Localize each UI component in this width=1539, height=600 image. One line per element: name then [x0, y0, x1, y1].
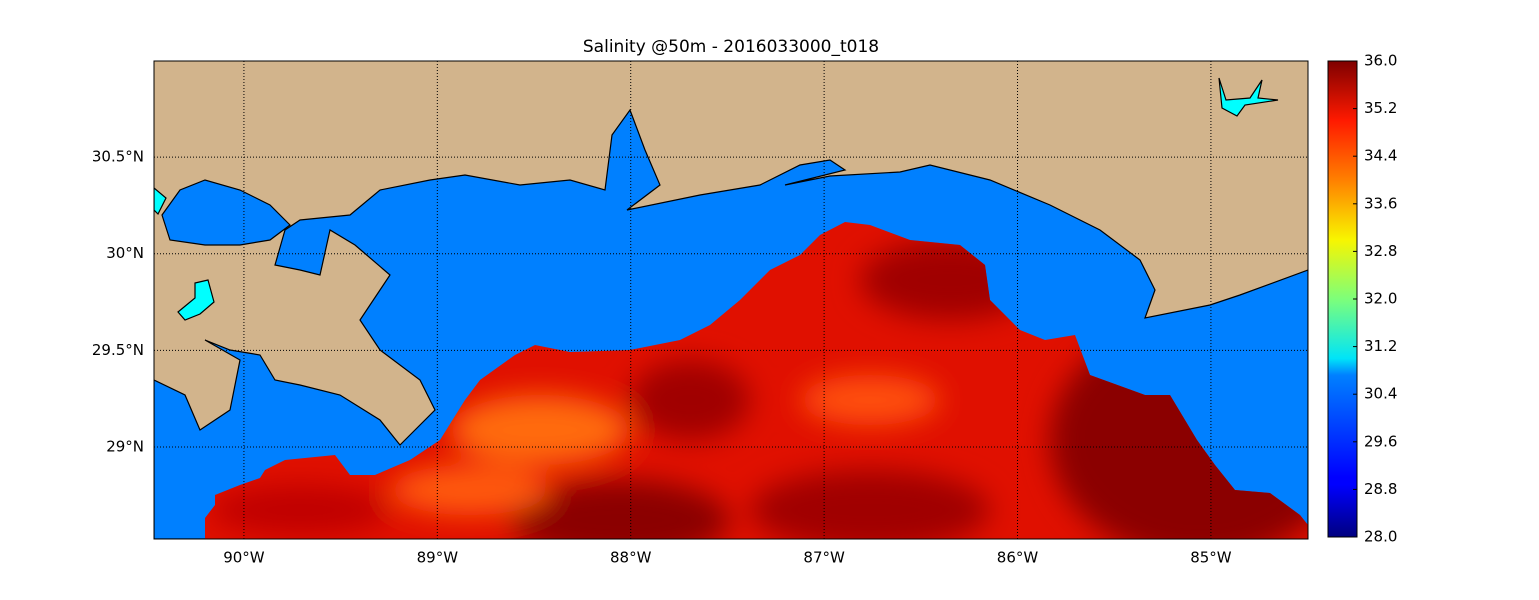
- map-body: [154, 61, 1308, 539]
- colorbar-tick-label: 29.6: [1364, 432, 1397, 450]
- salinity-patch: [510, 480, 730, 539]
- salinity-patch: [630, 360, 750, 440]
- x-tick-label: 85°W: [1190, 549, 1232, 567]
- plot-frame: [153, 60, 1309, 540]
- salinity-patch: [750, 470, 990, 539]
- colorbar-tick-label: 35.2: [1364, 99, 1397, 117]
- colorbar-tick-label: 32.8: [1364, 242, 1397, 260]
- x-tick-label: 88°W: [610, 549, 652, 567]
- y-tick-label: 29.5°N: [92, 341, 144, 359]
- salinity-patch: [390, 465, 550, 515]
- colorbar: [1327, 60, 1358, 538]
- y-tick-label: 30°N: [106, 244, 144, 262]
- x-tick-label: 86°W: [997, 549, 1039, 567]
- colorbar-tick-label: 30.4: [1364, 385, 1397, 403]
- lake: [177, 279, 215, 321]
- colorbar-tick-label: 28.8: [1364, 480, 1397, 498]
- colorbar-tick-label: 34.4: [1364, 147, 1397, 165]
- x-tick-label: 90°W: [223, 549, 265, 567]
- lake: [1218, 77, 1279, 117]
- salinity-patch: [800, 375, 940, 425]
- salinity-patch: [210, 485, 390, 535]
- salinity-patch: [450, 395, 630, 465]
- lake: [154, 187, 167, 216]
- colorbar-tick-label: 32.0: [1364, 290, 1397, 308]
- y-tick-label: 29°N: [106, 437, 144, 455]
- x-tick-label: 87°W: [803, 549, 845, 567]
- colorbar-tick-label: 36.0: [1364, 52, 1397, 70]
- colorbar-tick-label: 33.6: [1364, 194, 1397, 212]
- chart-title: Salinity @50m - 2016033000_t018: [583, 37, 879, 57]
- grid: [154, 61, 1308, 539]
- x-tick-label: 89°W: [417, 549, 459, 567]
- colorbar-tick-label: 31.2: [1364, 337, 1397, 355]
- lake: [161, 179, 291, 246]
- y-tick-label: 30.5°N: [92, 148, 144, 166]
- colorbar-tick-label: 28.0: [1364, 528, 1397, 546]
